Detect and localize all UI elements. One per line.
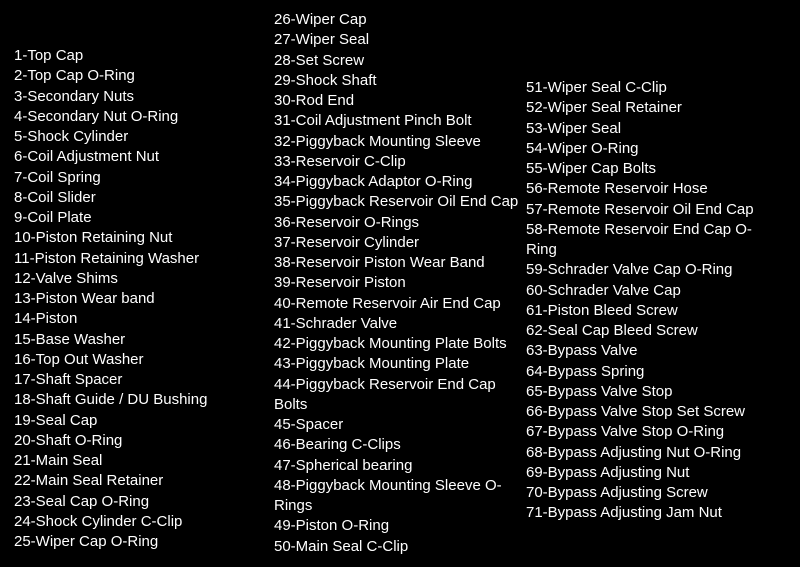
parts-list-item: 39-Reservoir Piston bbox=[274, 273, 526, 293]
parts-list-item: 6-Coil Adjustment Nut bbox=[14, 147, 274, 167]
parts-list-item: 1-Top Cap bbox=[14, 46, 274, 66]
parts-list-item: 33-Reservoir C-Clip bbox=[274, 152, 526, 172]
parts-list-item: 40-Remote Reservoir Air End Cap bbox=[274, 294, 526, 314]
parts-list-item: 28-Set Screw bbox=[274, 51, 526, 71]
parts-list-item: 14-Piston bbox=[14, 309, 274, 329]
parts-list-item: 25-Wiper Cap O-Ring bbox=[14, 532, 274, 552]
parts-list-item: 36-Reservoir O-Rings bbox=[274, 213, 526, 233]
parts-list-item: 57-Remote Reservoir Oil End Cap bbox=[526, 200, 786, 220]
parts-list-item: 44-Piggyback Reservoir End Cap Bolts bbox=[274, 375, 526, 416]
parts-list-item: 45-Spacer bbox=[274, 415, 526, 435]
parts-list-item: 35-Piggyback Reservoir Oil End Cap bbox=[274, 192, 526, 212]
parts-list-item: 11-Piston Retaining Washer bbox=[14, 249, 274, 269]
parts-list-item: 60-Schrader Valve Cap bbox=[526, 281, 786, 301]
parts-list-item: 17-Shaft Spacer bbox=[14, 370, 274, 390]
parts-list-item: 22-Main Seal Retainer bbox=[14, 471, 274, 491]
parts-list-item: 4-Secondary Nut O-Ring bbox=[14, 107, 274, 127]
parts-list-item: 19-Seal Cap bbox=[14, 411, 274, 431]
parts-list-item: 32-Piggyback Mounting Sleeve bbox=[274, 132, 526, 152]
parts-list-item: 34-Piggyback Adaptor O-Ring bbox=[274, 172, 526, 192]
parts-list-item: 62-Seal Cap Bleed Screw bbox=[526, 321, 786, 341]
parts-list-item: 54-Wiper O-Ring bbox=[526, 139, 786, 159]
parts-list-item: 16-Top Out Washer bbox=[14, 350, 274, 370]
parts-list-item: 42-Piggyback Mounting Plate Bolts bbox=[274, 334, 526, 354]
parts-list-item: 29-Shock Shaft bbox=[274, 71, 526, 91]
parts-list-item: 10-Piston Retaining Nut bbox=[14, 228, 274, 248]
parts-list-item: 67-Bypass Valve Stop O-Ring bbox=[526, 422, 786, 442]
parts-list-item: 68-Bypass Adjusting Nut O-Ring bbox=[526, 443, 786, 463]
parts-list-item: 30-Rod End bbox=[274, 91, 526, 111]
parts-list-item: 46-Bearing C-Clips bbox=[274, 435, 526, 455]
parts-list-item: 56-Remote Reservoir Hose bbox=[526, 179, 786, 199]
parts-list-item: 31-Coil Adjustment Pinch Bolt bbox=[274, 111, 526, 131]
parts-list-item: 8-Coil Slider bbox=[14, 188, 274, 208]
parts-list-item: 27-Wiper Seal bbox=[274, 30, 526, 50]
parts-list-item: 47-Spherical bearing bbox=[274, 456, 526, 476]
parts-list-container: 1-Top Cap2-Top Cap O-Ring3-Secondary Nut… bbox=[0, 0, 800, 567]
parts-list-item: 65-Bypass Valve Stop bbox=[526, 382, 786, 402]
parts-column-1: 1-Top Cap2-Top Cap O-Ring3-Secondary Nut… bbox=[14, 10, 274, 567]
parts-list-item: 63-Bypass Valve bbox=[526, 341, 786, 361]
parts-list-item: 52-Wiper Seal Retainer bbox=[526, 98, 786, 118]
parts-list-item: 3-Secondary Nuts bbox=[14, 87, 274, 107]
parts-list-item: 55-Wiper Cap Bolts bbox=[526, 159, 786, 179]
parts-list-item: 26-Wiper Cap bbox=[274, 10, 526, 30]
parts-list-item: 2-Top Cap O-Ring bbox=[14, 66, 274, 86]
parts-list-item: 51-Wiper Seal C-Clip bbox=[526, 78, 786, 98]
parts-list-item: 50-Main Seal C-Clip bbox=[274, 537, 526, 557]
parts-list-item: 7-Coil Spring bbox=[14, 168, 274, 188]
parts-list-item: 59-Schrader Valve Cap O-Ring bbox=[526, 260, 786, 280]
parts-list-item: 43-Piggyback Mounting Plate bbox=[274, 354, 526, 374]
parts-list-item: 5-Shock Cylinder bbox=[14, 127, 274, 147]
parts-list-item: 37-Reservoir Cylinder bbox=[274, 233, 526, 253]
parts-list-item: 23-Seal Cap O-Ring bbox=[14, 492, 274, 512]
parts-list-item: 58-Remote Reservoir End Cap O-Ring bbox=[526, 220, 786, 261]
parts-list-item: 64-Bypass Spring bbox=[526, 362, 786, 382]
parts-column-3: 51-Wiper Seal C-Clip52-Wiper Seal Retain… bbox=[526, 10, 786, 567]
parts-list-item: 13-Piston Wear band bbox=[14, 289, 274, 309]
parts-list-item: 71-Bypass Adjusting Jam Nut bbox=[526, 503, 786, 523]
parts-list-item: 38-Reservoir Piston Wear Band bbox=[274, 253, 526, 273]
parts-list-item: 9-Coil Plate bbox=[14, 208, 274, 228]
parts-list-item: 49-Piston O-Ring bbox=[274, 516, 526, 536]
parts-column-2: 26-Wiper Cap27-Wiper Seal28-Set Screw29-… bbox=[274, 10, 526, 567]
parts-list-item: 18-Shaft Guide / DU Bushing bbox=[14, 390, 274, 410]
parts-list-item: 15-Base Washer bbox=[14, 330, 274, 350]
parts-list-item: 61-Piston Bleed Screw bbox=[526, 301, 786, 321]
parts-list-item: 12-Valve Shims bbox=[14, 269, 274, 289]
parts-list-item: 69-Bypass Adjusting Nut bbox=[526, 463, 786, 483]
parts-list-item: 24-Shock Cylinder C-Clip bbox=[14, 512, 274, 532]
parts-list-item: 70-Bypass Adjusting Screw bbox=[526, 483, 786, 503]
parts-list-item: 20-Shaft O-Ring bbox=[14, 431, 274, 451]
parts-list-item: 41-Schrader Valve bbox=[274, 314, 526, 334]
parts-list-item: 21-Main Seal bbox=[14, 451, 274, 471]
parts-list-item: 48-Piggyback Mounting Sleeve O-Rings bbox=[274, 476, 526, 517]
parts-list-item: 53-Wiper Seal bbox=[526, 119, 786, 139]
parts-list-item: 66-Bypass Valve Stop Set Screw bbox=[526, 402, 786, 422]
